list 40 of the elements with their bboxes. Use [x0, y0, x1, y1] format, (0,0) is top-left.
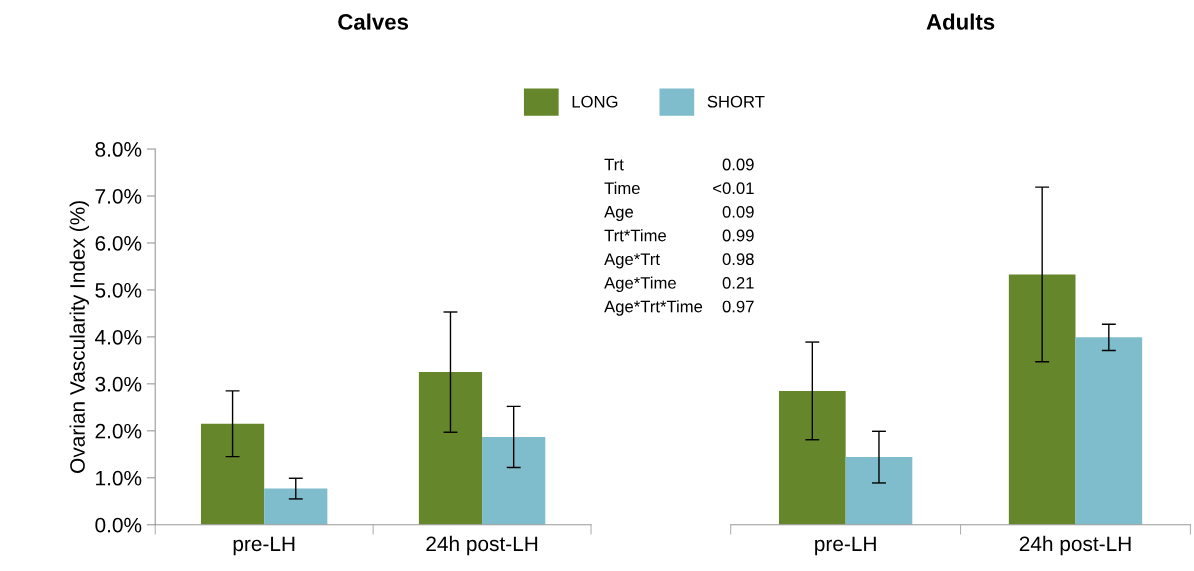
text: Trt [604, 158, 624, 171]
y-tick-label: 3.0% [95, 376, 142, 392]
text: Age*Trt*Time [604, 300, 703, 316]
y-tick-label: 0.0% [95, 517, 142, 533]
text: Trt*Time [604, 229, 666, 242]
bar [1075, 337, 1143, 525]
y-tick-label: 4.0% [95, 329, 142, 345]
bar [779, 390, 846, 525]
annotation: <0.01 [713, 182, 754, 195]
x-tick-label: 24h post-LH [1019, 535, 1131, 556]
y-axis-title: Ovarian Vascularity Index (%) [69, 201, 89, 473]
y-tick-label: 7.0% [95, 189, 142, 204]
text: Age*Time [604, 276, 676, 293]
bar [200, 423, 265, 525]
y-tick-label: 5.0% [95, 282, 142, 298]
bar [1008, 274, 1076, 525]
legend-label: LONG [572, 95, 618, 108]
legend-label: SHORT [707, 95, 765, 108]
y-tick-label: 1.0% [96, 470, 142, 486]
bar [264, 488, 328, 525]
text: Age*Trt [604, 253, 660, 269]
annotation: 0.21 [722, 276, 754, 289]
x-tick-label: pre-LH [815, 536, 876, 556]
y-tick-label: 8.0% [95, 142, 142, 157]
y-tick-label: 2.0% [95, 423, 142, 439]
chart-title: Calves [338, 13, 409, 30]
chart-title: Adults [926, 13, 995, 30]
x-tick-label: pre-LH [233, 536, 295, 556]
y-tick-label: 6.0% [95, 235, 142, 251]
x-tick-label: 24h post-LH [426, 535, 538, 556]
annotation: 0.97 [722, 300, 754, 313]
annotation: 0.09 [722, 205, 754, 218]
annotation: 0.09 [722, 158, 754, 171]
bar [482, 436, 546, 525]
annotation: 0.99 [722, 229, 754, 242]
annotation: 0.98 [722, 253, 754, 266]
text: Time [604, 181, 640, 195]
bar [845, 457, 913, 525]
bar [418, 372, 483, 525]
text: Age [604, 206, 634, 222]
